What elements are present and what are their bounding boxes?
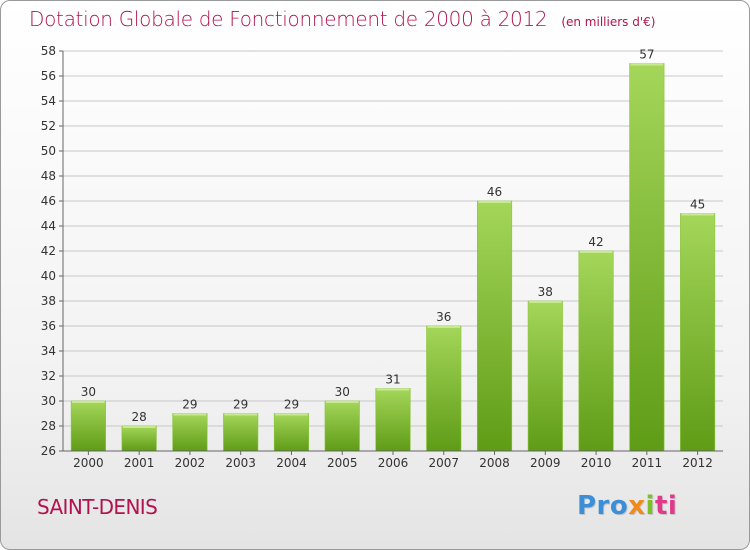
chart-unit: (en milliers d'€): [561, 15, 656, 29]
y-tick-label: 58: [41, 44, 56, 58]
bar-highlight: [72, 401, 105, 403]
y-tick-label: 48: [41, 169, 56, 183]
town-name: SAINT-DENIS: [37, 495, 158, 519]
x-tick-label: 2004: [276, 456, 307, 470]
y-tick-label: 32: [41, 369, 56, 383]
y-tick-label: 30: [41, 394, 56, 408]
data-label: 46: [487, 185, 502, 199]
y-tick-label: 46: [41, 194, 56, 208]
data-label: 36: [436, 310, 451, 324]
bar-highlight: [681, 213, 714, 216]
bar-2003: [223, 413, 259, 452]
bar-2000: [70, 400, 106, 452]
data-label: 45: [690, 198, 705, 212]
data-label: 29: [284, 398, 299, 412]
logo-part-3: i: [645, 491, 655, 521]
y-tick-label: 34: [41, 344, 56, 358]
data-label: 30: [335, 385, 350, 399]
bar-2011: [629, 63, 665, 452]
logo-part-1: Pro: [577, 491, 629, 521]
data-label: 29: [233, 398, 248, 412]
bar-highlight: [122, 426, 156, 428]
y-tick-label: 26: [41, 444, 56, 458]
data-label: 29: [182, 398, 197, 412]
y-tick-label: 44: [41, 219, 56, 233]
bar-highlight: [275, 413, 308, 416]
y-tick-label: 54: [41, 94, 56, 108]
x-tick-label: 2010: [581, 456, 612, 470]
data-label: 42: [588, 235, 603, 249]
bar-highlight: [478, 201, 511, 203]
y-tick-label: 42: [41, 244, 56, 258]
x-tick-label: 2009: [530, 456, 561, 470]
bar-2004: [273, 413, 310, 452]
bar-highlight: [173, 413, 207, 416]
y-tick-label: 40: [41, 269, 56, 283]
bar-highlight: [579, 251, 613, 253]
x-tick-label: 2007: [428, 456, 459, 470]
data-label: 28: [132, 410, 147, 424]
x-tick-label: 2006: [378, 456, 409, 470]
data-label: 31: [385, 373, 400, 387]
bar-highlight: [427, 326, 461, 328]
y-tick-label: 36: [41, 319, 56, 333]
x-tick-label: 2002: [175, 456, 206, 470]
y-tick-label: 52: [41, 119, 56, 133]
y-tick-label: 50: [41, 144, 56, 158]
x-tick-label: 2011: [632, 456, 663, 470]
bar-2007: [426, 325, 462, 452]
bar-highlight: [630, 63, 664, 66]
chart-title: Dotation Globale de Fonctionnement de 20…: [29, 7, 548, 31]
title-row: Dotation Globale de Fonctionnement de 20…: [29, 7, 655, 31]
x-tick-label: 2003: [225, 456, 256, 470]
y-tick-label: 28: [41, 419, 56, 433]
x-tick-label: 2008: [479, 456, 510, 470]
bar-2009: [527, 300, 563, 452]
data-labels: 30 28 29 29 29 30 31 36 46 38 42 57 45: [81, 48, 706, 425]
bar-2005: [324, 400, 360, 452]
bar-highlight: [376, 388, 410, 391]
y-tick-label: 56: [41, 69, 56, 83]
bar-highlight: [529, 301, 562, 303]
bar-2006: [375, 388, 411, 452]
x-tick-label: 2001: [124, 456, 155, 470]
data-label: 57: [639, 48, 654, 62]
axes: 26 28 30 32 34 36 38 40 42 44 46 48 50 52 54 56 58 2000 20…: [41, 44, 723, 470]
x-tick-label: 2000: [73, 456, 104, 470]
bar-2010: [578, 250, 614, 452]
x-tick-label: 2005: [327, 456, 358, 470]
x-tick-label: 2012: [682, 456, 713, 470]
bar-2001: [121, 425, 157, 452]
y-tick-label: 38: [41, 294, 56, 308]
bar-highlight: [224, 413, 257, 416]
bar-2012: [680, 213, 716, 452]
data-label: 38: [538, 285, 553, 299]
bar-highlight: [325, 401, 359, 403]
bar-2008: [476, 200, 513, 452]
logo-part-4: ti: [654, 491, 678, 521]
data-label: 30: [81, 385, 96, 399]
logo-part-2: x: [628, 491, 646, 521]
bar-2002: [172, 413, 208, 452]
bars: [70, 63, 716, 452]
proxiti-logo[interactable]: Proxiti: [577, 491, 677, 521]
